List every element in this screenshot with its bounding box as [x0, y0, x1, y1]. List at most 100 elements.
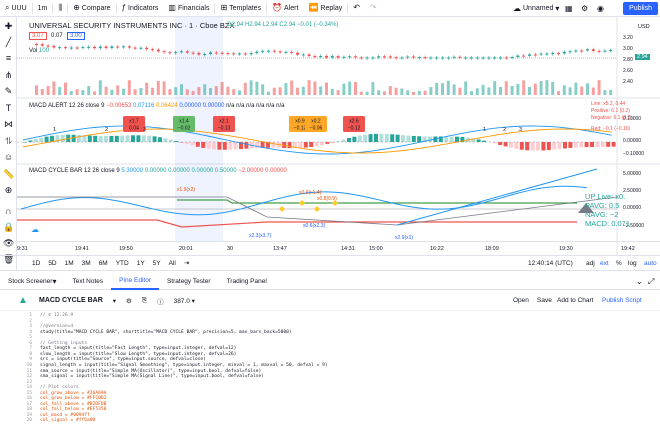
- auto-toggle[interactable]: auto: [644, 260, 657, 267]
- alert-button[interactable]: ⏰ Alert: [272, 3, 299, 12]
- code-line[interactable]: 8 slow_length = input(title="Slow Length"…: [0, 352, 236, 357]
- code-line[interactable]: 18 col_fall_below = #EF5350: [0, 407, 106, 412]
- code-line[interactable]: 20 col_signal = #ff6a00: [0, 418, 95, 423]
- tab-strategy-tester[interactable]: Strategy Tester: [166, 278, 211, 285]
- interval-button[interactable]: 1m: [37, 4, 48, 12]
- range-ytd[interactable]: YTD: [115, 259, 129, 267]
- lock-icon[interactable]: 🔒: [3, 222, 15, 232]
- alert-number: 2: [105, 127, 108, 133]
- open-button[interactable]: Open: [513, 297, 529, 304]
- trend-line-icon[interactable]: ╱: [5, 37, 12, 47]
- ruler-icon[interactable]: 📏: [3, 169, 15, 179]
- save-button[interactable]: Save: [537, 297, 552, 304]
- chart-area[interactable]: x1.7 0.04 x1.4 −0.02 x2.1 −0.13 x0.9 −0.12 x0.2−…: [17, 17, 660, 255]
- code-line[interactable]: 12 sma_signal = input(title="Simple MA(Si…: [0, 374, 264, 379]
- camera-icon: ◉: [597, 3, 604, 13]
- code-line[interactable]: 16 col_grow_below = #FFCDD2: [0, 396, 106, 401]
- compare-button[interactable]: ⊕ Compare: [73, 3, 111, 12]
- script-name[interactable]: MACD CYCLE BAR: [39, 297, 103, 304]
- range-3m[interactable]: 3M: [81, 259, 91, 267]
- code-line[interactable]: 10 signal_length = input(title="Signal Sm…: [0, 363, 327, 368]
- prediction-icon[interactable]: ⥮: [5, 136, 12, 146]
- layout-button[interactable]: ☁ Unnamed ▾: [513, 3, 560, 13]
- snapshot-button[interactable]: ◉: [592, 0, 609, 17]
- volume-bar: [133, 89, 137, 95]
- code-line[interactable]: 13: [0, 380, 40, 385]
- code-line[interactable]: 4 study(title="MACD CYCLE BAR", shorttitl…: [0, 330, 291, 335]
- time-axis[interactable]: [17, 241, 660, 255]
- script-share-icon[interactable]: ⎘: [141, 296, 148, 304]
- maximize-panel-icon[interactable]: ⤢: [648, 277, 655, 286]
- buy-price-box[interactable]: 3.00: [67, 32, 85, 40]
- eye-icon[interactable]: 👁: [3, 238, 15, 248]
- candle: [568, 51, 572, 53]
- code-line[interactable]: 11 sma_source = input(title="Simple MA(Os…: [0, 369, 261, 374]
- code-line[interactable]: 2: [0, 319, 40, 324]
- script-info-icon[interactable]: ⓘ: [157, 298, 164, 306]
- range-6m[interactable]: 6M: [98, 259, 108, 267]
- layout-grid-button[interactable]: ▦: [560, 0, 578, 17]
- script-menu-chevron-icon[interactable]: ▾: [112, 297, 117, 305]
- publish-script-button[interactable]: Publish Script: [602, 297, 642, 304]
- log-toggle[interactable]: log: [628, 260, 637, 267]
- tab-trading-panel[interactable]: Trading Panel: [226, 278, 267, 285]
- zoom-in-icon[interactable]: ⊕: [4, 185, 13, 195]
- pattern-icon[interactable]: ⋈: [4, 119, 13, 129]
- script-settings-icon[interactable]: ⚙: [126, 297, 132, 305]
- code-line[interactable]: 6 // Getting inputs: [0, 341, 87, 346]
- sell-price-box[interactable]: 3.07: [29, 32, 47, 40]
- trash-icon[interactable]: 🗑: [3, 254, 15, 264]
- tab-stock-screener[interactable]: Stock Screener ▾: [8, 276, 57, 286]
- script-version[interactable]: 387.0 ▾: [173, 297, 195, 305]
- templates-button[interactable]: ⊞ Templates: [220, 3, 262, 12]
- code-line[interactable]: 15 col_grow_above = #26A69A: [0, 391, 106, 396]
- text-icon[interactable]: T: [5, 103, 12, 113]
- range-5y[interactable]: 5Y: [152, 259, 161, 267]
- range-1d[interactable]: 1D: [32, 259, 41, 267]
- financials-button[interactable]: ▥ Financials: [168, 3, 210, 12]
- replay-button[interactable]: ⏪ Replay: [308, 3, 343, 12]
- code-line[interactable]: 7 fast_length = input(title="Fast Length"…: [0, 346, 236, 351]
- percent-toggle[interactable]: %: [616, 260, 622, 267]
- chart-canvas[interactable]: x1.70.04x1.4−0.02x2.1−0.13x0.9−0.12x0.2−…: [17, 17, 660, 255]
- undo-button[interactable]: ↶: [348, 0, 365, 17]
- settings-button[interactable]: ⚙: [576, 0, 593, 17]
- pitchfork-icon[interactable]: ⋔: [4, 70, 13, 80]
- icons-icon[interactable]: ☺: [3, 152, 14, 162]
- code-line[interactable]: 17 col_fall_above = #B2DFDB: [0, 402, 106, 407]
- code-editor[interactable]: 1 // © 12.26.9 2 3 //@version=4 4 study(title=…: [0, 311, 660, 440]
- code-line[interactable]: 19 col_macd = #0094ff: [0, 413, 89, 418]
- ext-toggle[interactable]: ext: [600, 260, 609, 267]
- volume-bar: [214, 86, 218, 95]
- range-5d[interactable]: 5D: [48, 259, 57, 267]
- clock-display[interactable]: 12:40:14 (UTC): [528, 260, 573, 267]
- range-1m[interactable]: 1M: [64, 259, 74, 267]
- add-to-chart-button[interactable]: Add to Chart: [557, 297, 594, 304]
- alert-box: [123, 116, 145, 132]
- publish-button[interactable]: Publish: [623, 2, 658, 15]
- goto-date-icon[interactable]: ⇥: [183, 260, 190, 267]
- macd-cycle-legend[interactable]: MACD CYCLE BAR 12 26 close 9 5.30000 0.0…: [29, 168, 287, 174]
- crosshair-icon[interactable]: ✚: [4, 21, 13, 31]
- brush-icon[interactable]: ✎: [4, 86, 13, 96]
- macd-hist-bar: [530, 142, 535, 151]
- indicators-button[interactable]: ƒ Indicators: [121, 3, 159, 12]
- redo-button[interactable]: ↷: [365, 0, 382, 17]
- code-line[interactable]: 3 //@version=4: [0, 324, 73, 329]
- horizontal-lines-icon[interactable]: ≡: [5, 53, 12, 63]
- macd-alert-legend[interactable]: MACD ALERT 12 26 close 9 −0.00653 0.0711…: [29, 103, 285, 109]
- code-line[interactable]: 5: [0, 335, 40, 340]
- macd-hist-bar: [600, 142, 605, 147]
- chart-type-button[interactable]: ⫼: [53, 0, 67, 17]
- code-line[interactable]: 9 src = input(title="Source", type=input.…: [0, 357, 206, 362]
- code-line[interactable]: 1 // © 12.26.9: [0, 313, 73, 318]
- adj-toggle[interactable]: adj: [586, 260, 595, 267]
- tab-text-notes[interactable]: Text Notes: [72, 278, 104, 285]
- symbol-search[interactable]: ⌕ UUU: [5, 3, 27, 12]
- magnet-icon[interactable]: ∩: [5, 206, 12, 216]
- tab-pine-editor[interactable]: Pine Editor: [111, 274, 159, 290]
- code-line[interactable]: 14 // Plot colors: [0, 385, 78, 390]
- range-1y[interactable]: 1Y: [136, 259, 145, 267]
- range-all[interactable]: All: [168, 259, 176, 267]
- collapse-panel-icon[interactable]: ⌄: [636, 277, 643, 286]
